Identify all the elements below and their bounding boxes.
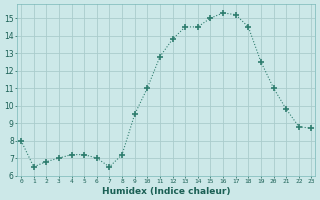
X-axis label: Humidex (Indice chaleur): Humidex (Indice chaleur): [102, 187, 230, 196]
